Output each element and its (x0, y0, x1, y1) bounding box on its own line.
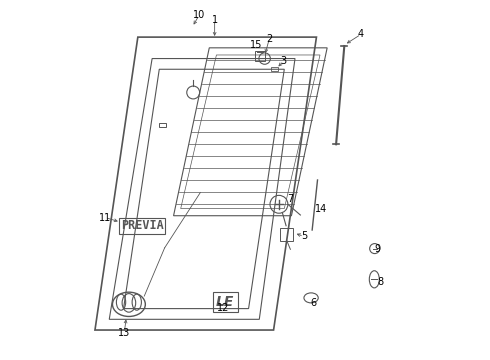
Bar (255, 51, 265, 61)
Bar (159, 123, 167, 127)
Bar (280, 228, 293, 241)
Text: 5: 5 (301, 231, 307, 242)
Text: 14: 14 (315, 204, 327, 214)
Text: 12: 12 (218, 303, 230, 313)
Text: 1: 1 (212, 15, 218, 25)
Text: LE: LE (216, 295, 235, 309)
Text: 11: 11 (99, 212, 111, 222)
Text: 9: 9 (375, 244, 381, 253)
Text: 6: 6 (311, 298, 317, 308)
Text: 15: 15 (250, 40, 263, 50)
Bar (270, 67, 278, 71)
Text: PREVIA: PREVIA (121, 219, 164, 232)
Text: 8: 8 (377, 277, 383, 287)
Text: 4: 4 (358, 29, 364, 39)
Text: 2: 2 (266, 34, 272, 44)
Text: 7: 7 (288, 194, 294, 203)
Text: 3: 3 (280, 56, 287, 66)
Text: 10: 10 (193, 10, 205, 20)
Text: 13: 13 (118, 328, 130, 338)
